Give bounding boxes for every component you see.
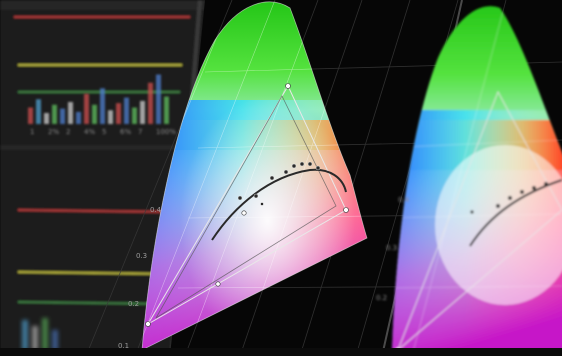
histogram-bar-label: 2 xyxy=(66,128,70,136)
spectral-locus-outline xyxy=(141,1,368,351)
histogram-bar-label: 5 xyxy=(102,128,106,136)
histogram-bar xyxy=(52,104,57,124)
lower-histogram xyxy=(22,318,58,350)
tick-label: 0.4 xyxy=(150,206,162,214)
tick-label: 0.2 xyxy=(376,294,387,302)
histogram-bar xyxy=(140,100,145,124)
secondary-chromaticity-diagram: 0.4 0.3 0.2 xyxy=(376,6,562,356)
planckian-curve xyxy=(211,168,347,241)
histogram-bar-label: 2% xyxy=(48,128,59,136)
gamut-triangle xyxy=(146,84,347,326)
histogram-bar xyxy=(92,104,97,124)
tick-label: 0.3 xyxy=(386,244,397,252)
green-primary-marker xyxy=(285,83,291,89)
histogram-bar-label: 1 xyxy=(30,128,34,136)
bottom-strip xyxy=(0,348,562,356)
histogram-bar xyxy=(36,99,41,124)
histogram-bar-label: 4% xyxy=(84,128,95,136)
histogram-labels: 1 2% 2 4% 5 6% 7 100% xyxy=(30,128,176,136)
histogram-bar xyxy=(68,102,73,124)
white-point-marker xyxy=(241,210,247,216)
histogram-bar-label: 6% xyxy=(120,128,131,136)
histogram-bar xyxy=(108,110,113,124)
histogram-bar xyxy=(156,74,161,124)
histogram-bar xyxy=(76,111,81,124)
tick-label: 0.4 xyxy=(398,196,410,204)
tick-label: 0.1 xyxy=(118,342,129,350)
histogram-bar-label: 100% xyxy=(156,128,176,136)
histogram-bar xyxy=(44,113,49,124)
histogram-bar xyxy=(100,88,105,124)
magenta-secondary-marker xyxy=(215,281,221,287)
histogram xyxy=(28,74,169,124)
histogram-bar xyxy=(132,107,137,124)
histogram-bar xyxy=(148,82,153,124)
histogram-bar xyxy=(84,93,89,124)
blue-primary-marker xyxy=(145,321,151,327)
histogram-bar-label: 7 xyxy=(138,128,142,136)
histogram-bar xyxy=(164,96,169,124)
histogram-bar xyxy=(124,97,129,124)
histogram-bar xyxy=(60,108,65,124)
primary-tick-labels: 0.4 0.3 0.2 0.1 xyxy=(118,206,162,350)
histogram-bar xyxy=(28,107,33,124)
histogram-bar xyxy=(116,103,121,124)
red-primary-marker xyxy=(343,207,349,213)
tick-label: 0.2 xyxy=(128,300,139,308)
measurement-points xyxy=(237,161,321,206)
tick-label: 0.3 xyxy=(136,252,147,260)
